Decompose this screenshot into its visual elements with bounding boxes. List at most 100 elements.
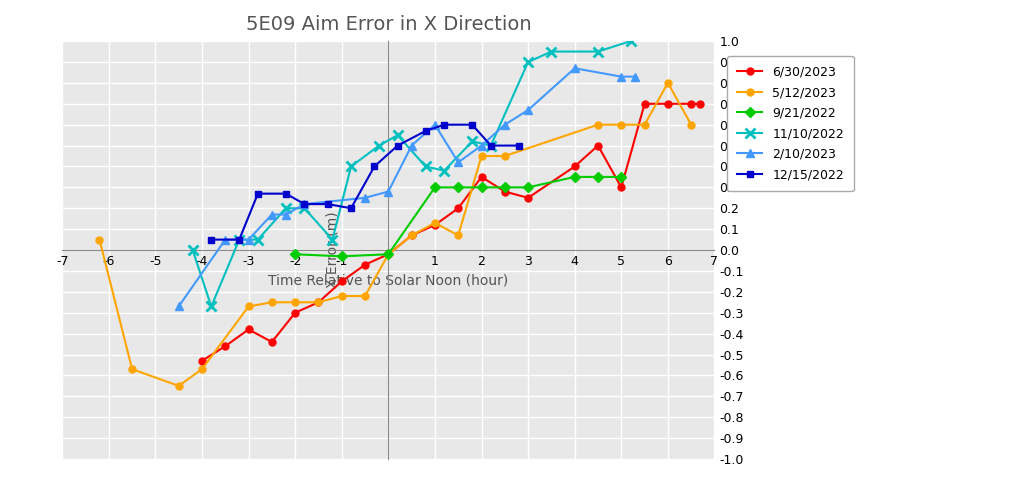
5/12/2023 <box>312 299 325 305</box>
11/10/2022 <box>327 237 339 242</box>
6/30/2023 <box>336 279 348 284</box>
6/30/2023 <box>499 188 511 194</box>
6/30/2023 <box>429 222 441 228</box>
5/12/2023 <box>499 153 511 159</box>
5/12/2023 <box>638 122 650 128</box>
5/12/2023 <box>358 293 371 299</box>
5/12/2023 <box>406 232 418 238</box>
2/10/2023 <box>615 74 628 80</box>
6/30/2023 <box>406 232 418 238</box>
6/30/2023 <box>694 101 707 107</box>
Legend: 6/30/2023, 5/12/2023, 9/21/2022, 11/10/2022, 2/10/2023, 12/15/2022: 6/30/2023, 5/12/2023, 9/21/2022, 11/10/2… <box>727 56 854 191</box>
12/15/2022 <box>513 143 525 148</box>
11/10/2022 <box>205 304 217 309</box>
12/15/2022 <box>420 128 432 134</box>
5/12/2023 <box>429 220 441 226</box>
12/15/2022 <box>280 191 292 197</box>
9/21/2022 <box>499 185 511 190</box>
Line: 11/10/2022: 11/10/2022 <box>187 36 636 311</box>
5/12/2023 <box>475 153 487 159</box>
9/21/2022 <box>382 251 394 257</box>
11/10/2022 <box>252 237 264 242</box>
6/30/2023 <box>243 327 255 333</box>
2/10/2023 <box>475 143 487 148</box>
9/21/2022 <box>568 174 581 180</box>
11/10/2022 <box>625 38 637 44</box>
11/10/2022 <box>466 138 478 144</box>
2/10/2023 <box>382 188 394 194</box>
Y-axis label: X Error (m): X Error (m) <box>326 212 340 288</box>
11/10/2022 <box>280 205 292 211</box>
11/10/2022 <box>345 163 357 169</box>
6/30/2023 <box>662 101 674 107</box>
5/12/2023 <box>196 366 208 372</box>
12/15/2022 <box>391 143 403 148</box>
6/30/2023 <box>615 185 628 190</box>
9/21/2022 <box>452 185 464 190</box>
5/12/2023 <box>243 304 255 309</box>
6/30/2023 <box>219 343 231 349</box>
5/12/2023 <box>382 251 394 257</box>
9/21/2022 <box>592 174 604 180</box>
5/12/2023 <box>592 122 604 128</box>
11/10/2022 <box>545 49 557 54</box>
5/12/2023 <box>452 232 464 238</box>
6/30/2023 <box>592 143 604 148</box>
5/12/2023 <box>126 366 138 372</box>
6/30/2023 <box>452 205 464 211</box>
11/10/2022 <box>186 247 199 253</box>
11/10/2022 <box>438 168 451 174</box>
12/15/2022 <box>233 237 246 242</box>
Title: 5E09 Aim Error in X Direction: 5E09 Aim Error in X Direction <box>246 15 531 34</box>
6/30/2023 <box>522 195 535 201</box>
2/10/2023 <box>499 122 511 128</box>
11/10/2022 <box>298 205 310 211</box>
12/15/2022 <box>252 191 264 197</box>
12/15/2022 <box>466 122 478 128</box>
5/12/2023 <box>289 299 301 305</box>
Line: 9/21/2022: 9/21/2022 <box>292 174 625 260</box>
11/10/2022 <box>233 237 246 242</box>
2/10/2023 <box>568 66 581 71</box>
6/30/2023 <box>382 251 394 257</box>
12/15/2022 <box>369 163 381 169</box>
9/21/2022 <box>289 251 301 257</box>
11/10/2022 <box>420 163 432 169</box>
5/12/2023 <box>265 299 278 305</box>
12/15/2022 <box>484 143 497 148</box>
6/30/2023 <box>196 358 208 364</box>
2/10/2023 <box>243 237 255 242</box>
12/15/2022 <box>345 205 357 211</box>
11/10/2022 <box>592 49 604 54</box>
6/30/2023 <box>568 163 581 169</box>
9/21/2022 <box>475 185 487 190</box>
6/30/2023 <box>289 310 301 316</box>
11/10/2022 <box>522 59 535 65</box>
2/10/2023 <box>172 304 184 309</box>
11/10/2022 <box>391 132 403 138</box>
2/10/2023 <box>629 74 641 80</box>
12/15/2022 <box>322 201 334 207</box>
Line: 5/12/2023: 5/12/2023 <box>96 80 694 389</box>
5/12/2023 <box>662 80 674 86</box>
2/10/2023 <box>265 212 278 217</box>
11/10/2022 <box>484 143 497 148</box>
12/15/2022 <box>205 237 217 242</box>
5/12/2023 <box>172 383 184 389</box>
9/21/2022 <box>615 174 628 180</box>
9/21/2022 <box>429 185 441 190</box>
X-axis label: Time Relative to Solar Noon (hour): Time Relative to Solar Noon (hour) <box>268 273 509 287</box>
2/10/2023 <box>280 212 292 217</box>
5/12/2023 <box>615 122 628 128</box>
11/10/2022 <box>373 143 385 148</box>
12/15/2022 <box>438 122 451 128</box>
Line: 2/10/2023: 2/10/2023 <box>174 64 639 310</box>
6/30/2023 <box>358 262 371 268</box>
2/10/2023 <box>429 122 441 128</box>
6/30/2023 <box>312 299 325 305</box>
2/10/2023 <box>522 107 535 113</box>
6/30/2023 <box>265 339 278 345</box>
2/10/2023 <box>452 160 464 165</box>
5/12/2023 <box>336 293 348 299</box>
2/10/2023 <box>406 143 418 148</box>
